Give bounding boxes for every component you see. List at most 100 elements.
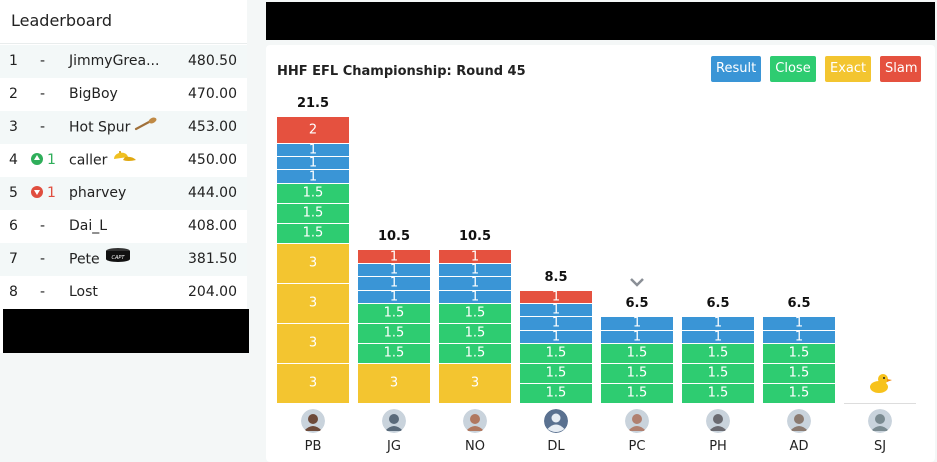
segment-value: 1 <box>632 315 642 331</box>
leaderboard-row[interactable]: 6 - Dai_L 408.00 <box>0 210 247 243</box>
leaderboard-title: Leaderboard <box>0 0 247 44</box>
player-avatar[interactable] <box>625 409 649 433</box>
rank-movement: - <box>40 284 46 300</box>
player-name: caller <box>69 144 137 178</box>
bar-segment-result[interactable]: 1 <box>682 329 754 345</box>
bar-segment-close[interactable]: 1.5 <box>277 183 349 204</box>
bar-segment-close[interactable]: 1.5 <box>358 343 430 364</box>
leaderboard-row[interactable]: 2 - BigBoy 470.00 <box>0 78 247 111</box>
bar-segment-result[interactable]: 1 <box>358 276 430 291</box>
player-name-text: JimmyGrea... <box>69 53 160 69</box>
bar-segment-result[interactable]: 1 <box>439 289 511 304</box>
bar-segment-close[interactable]: 1.5 <box>601 343 673 364</box>
bar-segment-close[interactable]: 1.5 <box>439 323 511 344</box>
bar-segment-result[interactable]: 1 <box>439 276 511 291</box>
bar-segment-result[interactable]: 1 <box>763 316 835 331</box>
exact-legend-button[interactable]: Exact <box>825 56 871 82</box>
leaderboard-row[interactable]: 5 1 pharvey 444.00 <box>0 177 247 210</box>
bar-segment-close[interactable]: 1.5 <box>358 303 430 324</box>
bar-total: 6.5 <box>706 296 730 312</box>
bar-segment-result[interactable]: 1 <box>601 315 673 331</box>
bar-segment-close[interactable]: 1.5 <box>520 363 592 384</box>
bar-segment-result[interactable]: 1 <box>358 262 430 277</box>
leaderboard-row[interactable]: 3 - Hot Spur 453.00 <box>0 111 247 144</box>
segment-value: 1 <box>713 329 723 345</box>
bar-segment-close[interactable]: 1.5 <box>763 383 835 404</box>
bar-segment-slam[interactable]: 2 <box>277 116 349 144</box>
redacted-header <box>266 2 935 40</box>
bar-segment-close[interactable]: 1.5 <box>763 363 835 384</box>
segment-value: 1 <box>308 169 318 185</box>
bar-segment-exact[interactable]: 3 <box>358 363 430 404</box>
bar-segment-close[interactable]: 1.5 <box>439 303 511 324</box>
segment-value: 1.5 <box>464 305 486 321</box>
bar-segment-close[interactable]: 1.5 <box>682 343 754 364</box>
bar-segment-close[interactable]: 1.5 <box>763 343 835 364</box>
bar-segment-result[interactable]: 1 <box>520 316 592 331</box>
bar-total: 10.5 <box>458 229 492 245</box>
player-score: 453.00 <box>188 119 237 135</box>
leaderboard-row[interactable]: 7 - Pete CAPT 381.50 <box>0 243 247 276</box>
player-name-text: caller <box>69 152 108 169</box>
leaderboard-row[interactable]: 4 1 caller 450.00 <box>0 144 247 177</box>
bar-segment-close[interactable]: 1.5 <box>277 223 349 244</box>
bar-segment-result[interactable]: 1 <box>358 289 430 305</box>
player-initials: NO <box>465 439 485 454</box>
bar-segment-exact[interactable]: 3 <box>277 283 349 324</box>
bar-segment-exact[interactable]: 3 <box>439 363 511 404</box>
bar-segment-result[interactable]: 1 <box>601 329 673 344</box>
bar-segment-slam[interactable]: 1 <box>520 289 592 304</box>
movement-value: 1 <box>47 185 56 201</box>
chart-title: HHF EFL Championship: Round 45 <box>277 64 526 79</box>
player-avatar[interactable] <box>544 409 568 433</box>
segment-value: 1.5 <box>707 385 729 401</box>
bar-segment-close[interactable]: 1.5 <box>520 383 592 404</box>
empty-bar <box>844 403 916 404</box>
bar-segment-result[interactable]: 1 <box>277 169 349 185</box>
rank: 5 <box>9 185 18 201</box>
bar-segment-close[interactable]: 1.5 <box>277 203 349 224</box>
result-legend-button[interactable]: Result <box>711 56 761 82</box>
bar-segment-result[interactable]: 1 <box>763 329 835 344</box>
slam-legend-button[interactable]: Slam <box>880 56 921 82</box>
bar-segment-close[interactable]: 1.5 <box>682 383 754 404</box>
segment-value: 1 <box>389 289 399 305</box>
bar-segment-close[interactable]: 1.5 <box>358 323 430 344</box>
bar-segment-result[interactable]: 1 <box>682 316 754 331</box>
player-avatar[interactable] <box>706 409 730 433</box>
chevron-down-icon[interactable] <box>629 272 645 291</box>
bar-segment-result[interactable]: 1 <box>277 156 349 171</box>
bar-total: 21.5 <box>296 95 330 111</box>
bar-segment-close[interactable]: 1.5 <box>601 383 673 404</box>
player-avatar[interactable] <box>382 409 406 433</box>
bar-segment-close[interactable]: 1.5 <box>682 363 754 384</box>
player-name-text: Lost <box>69 284 98 300</box>
player-name: Dai_L <box>69 210 107 243</box>
player-initials: SJ <box>873 439 887 454</box>
player-avatar[interactable] <box>301 409 325 433</box>
bar-segment-exact[interactable]: 3 <box>277 363 349 404</box>
close-legend-button[interactable]: Close <box>770 56 816 82</box>
player-avatar[interactable] <box>868 409 892 433</box>
leaderboard-row[interactable]: 8 - Lost 204.00 <box>0 276 247 309</box>
leaderboard-row[interactable]: 1 - JimmyGrea... 480.50 <box>0 45 247 78</box>
bar-segment-result[interactable]: 1 <box>439 262 511 277</box>
bar-segment-close[interactable]: 1.5 <box>439 343 511 364</box>
bar-segment-result[interactable]: 1 <box>520 329 592 344</box>
bar-segment-result[interactable]: 1 <box>277 142 349 157</box>
bar-segment-close[interactable]: 1.5 <box>520 343 592 364</box>
player-score: 480.50 <box>188 53 237 69</box>
rank: 7 <box>9 251 18 267</box>
bar-segment-slam[interactable]: 1 <box>439 249 511 264</box>
bar-segment-exact[interactable]: 3 <box>277 323 349 364</box>
player-name: Pete CAPT <box>69 243 132 277</box>
segment-value: 1.5 <box>383 325 405 341</box>
bar-segment-result[interactable]: 1 <box>520 303 592 318</box>
bar-segment-exact[interactable]: 3 <box>277 243 349 284</box>
player-avatar[interactable] <box>787 409 811 433</box>
bar-segment-slam[interactable]: 1 <box>358 249 430 264</box>
segment-value: 1.5 <box>545 365 567 381</box>
bar-total: 10.5 <box>377 229 411 245</box>
bar-segment-close[interactable]: 1.5 <box>601 363 673 384</box>
player-avatar[interactable] <box>463 409 487 433</box>
